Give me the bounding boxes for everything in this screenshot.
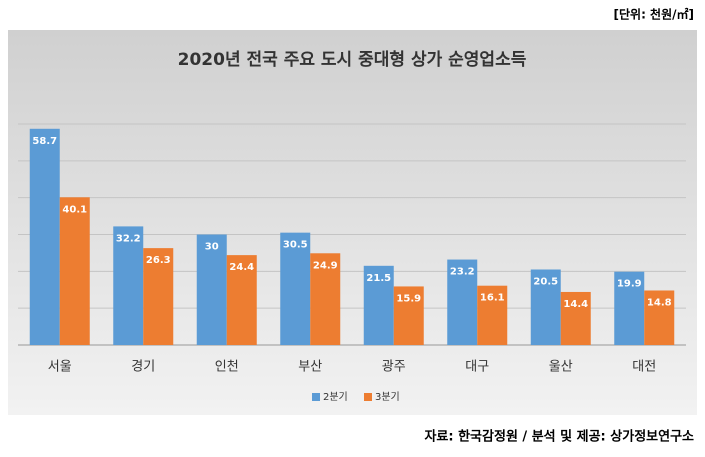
value-label: 32.2 (116, 233, 141, 244)
value-label: 30 (205, 242, 219, 253)
bar (143, 248, 174, 345)
bar (644, 290, 675, 345)
x-tick-label: 인천 (215, 360, 239, 375)
chart-title: 2020년 전국 주요 도시 중대형 상가 순영업소득 (178, 49, 527, 70)
bar (530, 269, 561, 345)
source: 자료: 한국감정원 / 분석 및 제공: 상가정보연구소 (424, 429, 694, 445)
bar (310, 253, 341, 345)
plot: 서울 58.7 40.1 경기 32.2 26.3 인천 30 24.4 부산 30.5 24.9 광주… (18, 123, 686, 403)
bar (560, 291, 591, 345)
value-label: 30.5 (283, 240, 308, 251)
value-label: 16.1 (480, 293, 505, 304)
bar (614, 271, 645, 345)
legend-label: 3분기 (375, 391, 400, 403)
value-label: 19.9 (617, 279, 642, 290)
x-tick-label: 경기 (131, 360, 155, 375)
bar (477, 285, 508, 345)
bar (393, 286, 424, 345)
legend-swatch (364, 393, 372, 401)
unit-note: [단위: 천원/㎡] (614, 7, 695, 22)
x-tick-label: 울산 (549, 360, 573, 375)
value-label: 26.3 (146, 255, 171, 266)
bar (59, 197, 90, 345)
x-tick-label: 부산 (298, 360, 322, 375)
x-tick-label: 광주 (382, 360, 406, 375)
bar (196, 234, 227, 345)
value-label: 15.9 (396, 293, 421, 304)
value-label: 14.8 (647, 297, 672, 308)
x-tick-label: 서울 (48, 360, 72, 375)
value-label: 40.1 (62, 204, 87, 215)
bar (447, 259, 478, 345)
bar (226, 255, 257, 345)
bar (280, 232, 311, 345)
bar (29, 128, 60, 345)
legend-swatch (312, 393, 320, 401)
bar (363, 265, 394, 345)
value-label: 20.5 (533, 276, 558, 287)
x-tick-label: 대구 (465, 360, 489, 375)
value-label: 21.5 (366, 273, 391, 284)
value-label: 58.7 (32, 136, 57, 147)
value-label: 24.4 (229, 262, 254, 273)
value-label: 24.9 (313, 260, 338, 271)
value-label: 14.4 (563, 299, 588, 310)
plot-background (8, 30, 697, 415)
x-tick-label: 대전 (632, 360, 656, 375)
legend-label: 2분기 (323, 391, 348, 403)
bar (113, 226, 144, 345)
value-label: 23.2 (450, 267, 475, 278)
